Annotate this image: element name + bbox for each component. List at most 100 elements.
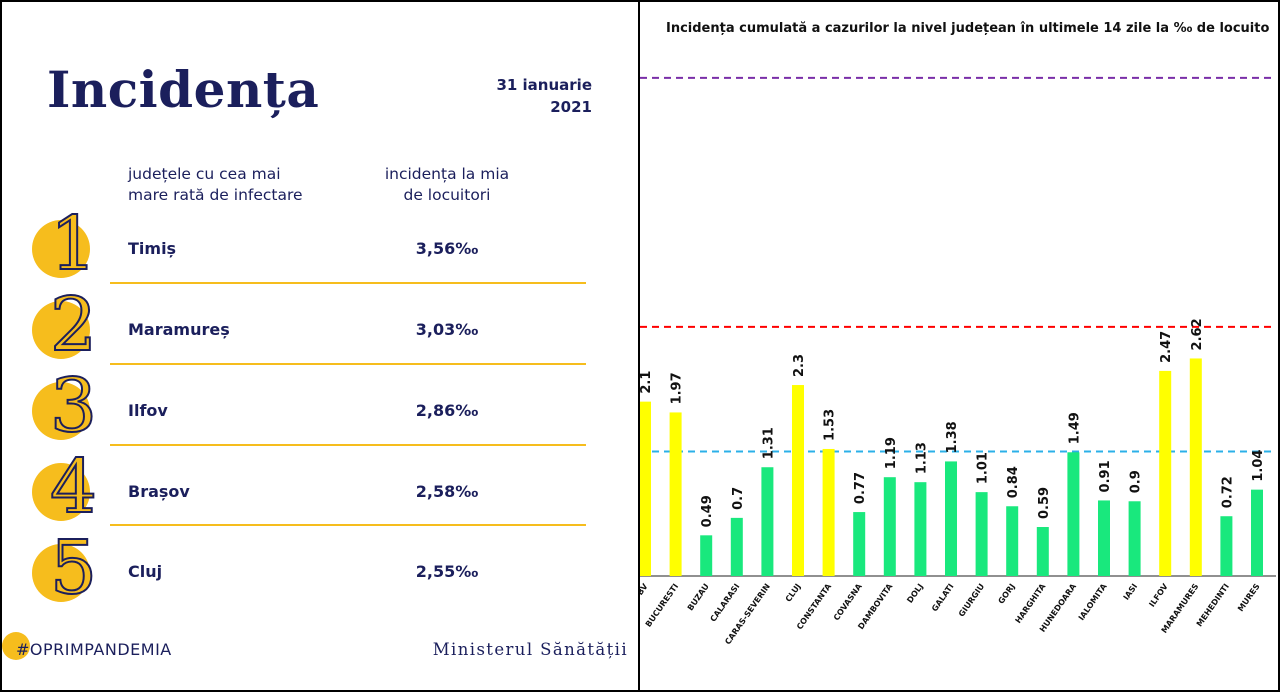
hashtag-label: #OPRIMPANDEMIA <box>16 640 172 659</box>
column-header-counties-line2: mare rată de infectare <box>128 186 303 204</box>
data-label: 1.97 <box>670 372 685 404</box>
row-divider <box>110 444 586 446</box>
data-label: 0.9 <box>1129 470 1144 493</box>
data-label: 0.72 <box>1220 476 1235 508</box>
rank-badge: 2 <box>32 284 98 366</box>
bar <box>792 385 804 576</box>
incidence-infographic: Incidența 31 ianuarie 2021 județele cu c… <box>2 2 638 690</box>
incidence-bar-chart-panel: Incidența cumulată a cazurilor la nivel … <box>640 2 1276 690</box>
bar <box>1189 358 1202 576</box>
column-header-incidence-line1: incidența la mia <box>384 165 510 183</box>
hashtag-accent-dot <box>2 632 30 660</box>
x-tick-label: CLUJ <box>784 582 803 604</box>
data-label: 1.19 <box>884 437 899 469</box>
ranking-row: 2 Maramureș 3,03‰ <box>2 284 638 370</box>
x-tick-label: DOLJ <box>905 582 925 605</box>
data-label: 1.04 <box>1251 450 1266 482</box>
bar <box>1098 500 1110 576</box>
x-tick-label: MURES <box>1236 582 1262 613</box>
x-tick-label: GIURGIU <box>957 582 986 618</box>
data-label: 0.91 <box>1098 460 1113 492</box>
rank-number: 2 <box>49 282 98 368</box>
bar <box>853 512 866 576</box>
incidence-value: 3,03‰ <box>415 320 479 339</box>
rank-badge: 1 <box>32 203 98 285</box>
data-label: 0.84 <box>1006 466 1021 498</box>
county-name: Cluj <box>128 562 163 581</box>
incidence-value: 2,86‰ <box>415 401 479 420</box>
x-tick-label: GALATI <box>930 582 956 613</box>
bar <box>1006 506 1019 576</box>
rank-number: 5 <box>49 525 98 611</box>
bar <box>945 461 957 576</box>
bar <box>669 412 682 576</box>
data-label: 0.77 <box>853 472 868 504</box>
data-label: 1.53 <box>823 409 838 441</box>
incidence-bar-chart: 2.1 BV 1.97 BUCURESTI 0.49 BUZAU 0.7 CALARASI 1.… <box>640 76 1276 646</box>
county-name: Ilfov <box>128 401 168 420</box>
column-header-incidence: incidența la mia de locuitori <box>372 164 522 206</box>
bar <box>1036 527 1049 576</box>
rank-badge: 3 <box>32 365 98 447</box>
ranking-row: 3 Ilfov 2,86‰ <box>2 365 638 451</box>
x-tick-label: MEHEDINTI <box>1195 582 1231 628</box>
infographic-title: Incidența <box>47 60 320 119</box>
bar <box>883 477 896 576</box>
row-divider <box>110 524 586 526</box>
x-tick-label: GORJ <box>997 582 1017 606</box>
data-label: 2.62 <box>1190 318 1205 350</box>
incidence-value: 2,55‰ <box>415 562 479 581</box>
rank-badge: 4 <box>32 446 98 528</box>
column-header-counties-line1: județele cu cea mai <box>128 165 281 183</box>
x-tick-label: BUZAU <box>686 582 711 612</box>
x-tick-label: ILFOV <box>1147 581 1170 608</box>
data-label: 2.1 <box>640 371 654 394</box>
bar <box>730 517 743 576</box>
incidence-value: 3,56‰ <box>415 239 479 258</box>
bar <box>822 448 835 576</box>
bar <box>1251 489 1263 576</box>
data-label: 1.31 <box>761 427 776 459</box>
data-label: 1.49 <box>1067 412 1082 444</box>
date-year: 2021 <box>550 98 592 116</box>
row-divider <box>110 363 586 365</box>
bar <box>1159 370 1172 576</box>
bar <box>640 401 651 576</box>
county-name: Maramureș <box>128 320 230 339</box>
data-label: 0.49 <box>700 495 715 527</box>
bar <box>700 535 713 576</box>
bar <box>975 492 988 576</box>
data-label: 2.3 <box>792 354 807 377</box>
x-tick-label: IASI <box>1122 582 1140 602</box>
x-tick-label: IALOMITA <box>1077 581 1109 622</box>
x-tick-label: BUCURESTI <box>644 582 681 629</box>
column-header-counties: județele cu cea mai mare rată de infecta… <box>128 164 348 206</box>
date-day-month: 31 ianuarie <box>496 76 592 94</box>
bar <box>1067 452 1080 576</box>
county-name: Timiș <box>128 239 177 258</box>
bar <box>1220 516 1233 576</box>
x-tick-label: HARGHITA <box>1014 581 1048 625</box>
x-tick-label: CALARASI <box>709 582 742 624</box>
data-label: 2.47 <box>1159 331 1174 363</box>
ranking-row: 1 Timiș 3,56‰ <box>2 203 638 289</box>
ranking-row: 5 Cluj 2,55‰ <box>2 527 638 613</box>
ministry-signature: Ministerul Sănătății <box>432 640 628 659</box>
data-label: 0.7 <box>731 487 746 510</box>
x-tick-label: COVASNA <box>832 581 864 622</box>
bar <box>914 482 927 576</box>
rank-number: 3 <box>49 363 98 449</box>
rank-badge: 5 <box>32 527 98 609</box>
panel-divider <box>638 0 640 692</box>
x-tick-label: BV <box>640 581 650 597</box>
county-name: Brașov <box>128 482 190 501</box>
data-label: 1.13 <box>914 442 929 474</box>
data-label: 0.59 <box>1037 487 1052 519</box>
bar <box>761 467 774 576</box>
row-divider <box>110 282 586 284</box>
rank-number: 1 <box>49 201 98 287</box>
incidence-value: 2,58‰ <box>415 482 479 501</box>
bar <box>1128 501 1141 576</box>
ranking-row: 4 Brașov 2,58‰ <box>2 446 638 532</box>
